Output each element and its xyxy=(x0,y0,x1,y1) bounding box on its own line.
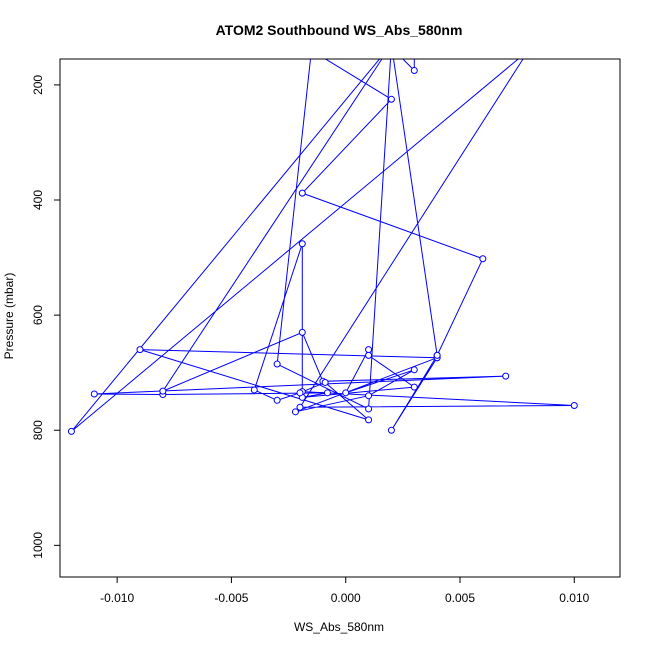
data-point xyxy=(365,346,373,354)
x-tick-label: 0.000 xyxy=(331,591,361,605)
x-tick-label: -0.010 xyxy=(100,591,134,605)
data-point xyxy=(136,346,144,354)
data-point xyxy=(296,403,304,411)
data-point xyxy=(410,366,418,374)
data-point xyxy=(570,401,578,409)
data-point xyxy=(298,189,306,197)
data-point xyxy=(308,47,314,53)
chart-title: ATOM2 Southbound WS_Abs_580nm xyxy=(216,22,463,38)
data-point xyxy=(388,42,394,48)
x-tick-label: 0.010 xyxy=(559,591,589,605)
y-tick-label: 200 xyxy=(31,75,45,95)
data-point xyxy=(365,351,373,359)
data-point xyxy=(479,255,487,263)
y-tick-label: 600 xyxy=(31,305,45,325)
data-point xyxy=(365,405,373,413)
data-point xyxy=(433,351,441,359)
data-point xyxy=(323,389,331,397)
x-tick-label: 0.005 xyxy=(445,591,475,605)
data-point xyxy=(90,390,98,398)
data-point xyxy=(342,389,350,397)
y-tick-label: 400 xyxy=(31,190,45,210)
data-point xyxy=(67,427,75,435)
data-point xyxy=(291,408,299,416)
series-line xyxy=(71,59,575,432)
x-axis-label: WS_Abs_580nm xyxy=(294,620,384,634)
data-point xyxy=(296,389,304,397)
plot-frame xyxy=(59,58,621,578)
data-point xyxy=(159,387,167,395)
data-point xyxy=(298,240,306,248)
series-layer xyxy=(67,42,578,435)
data-point xyxy=(387,426,395,434)
data-point xyxy=(321,378,329,386)
data-point xyxy=(365,392,373,400)
data-point xyxy=(250,386,258,394)
data-point xyxy=(387,95,395,103)
data-point xyxy=(308,47,314,53)
data-point xyxy=(273,396,281,404)
data-point xyxy=(526,47,532,53)
data-point xyxy=(298,328,306,336)
x-axis-ticks: -0.010 -0.005 0.000 0.005 0.010 xyxy=(100,577,590,605)
y-axis-ticks: 200 400 600 800 1000 xyxy=(31,75,60,559)
x-tick-label: -0.005 xyxy=(214,591,248,605)
data-point xyxy=(388,44,394,50)
data-point xyxy=(411,47,417,53)
data-point xyxy=(502,372,510,380)
data-point xyxy=(410,67,418,75)
y-tick-label: 800 xyxy=(31,420,45,440)
data-point xyxy=(365,416,373,424)
data-point xyxy=(388,42,394,48)
data-point xyxy=(410,383,418,391)
y-tick-label: 1000 xyxy=(31,532,45,559)
data-point xyxy=(273,360,281,368)
y-axis-label: Pressure (mbar) xyxy=(2,273,16,360)
